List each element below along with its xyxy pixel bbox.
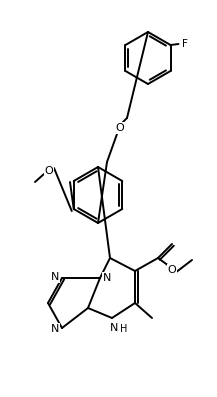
Text: H: H — [120, 324, 128, 334]
Text: N: N — [51, 324, 59, 334]
Text: F: F — [182, 39, 187, 49]
Text: N: N — [51, 272, 59, 282]
Text: N: N — [110, 323, 118, 333]
Text: O: O — [168, 265, 176, 275]
Text: O: O — [116, 123, 124, 133]
Text: N: N — [103, 273, 111, 283]
Text: O: O — [45, 166, 53, 176]
